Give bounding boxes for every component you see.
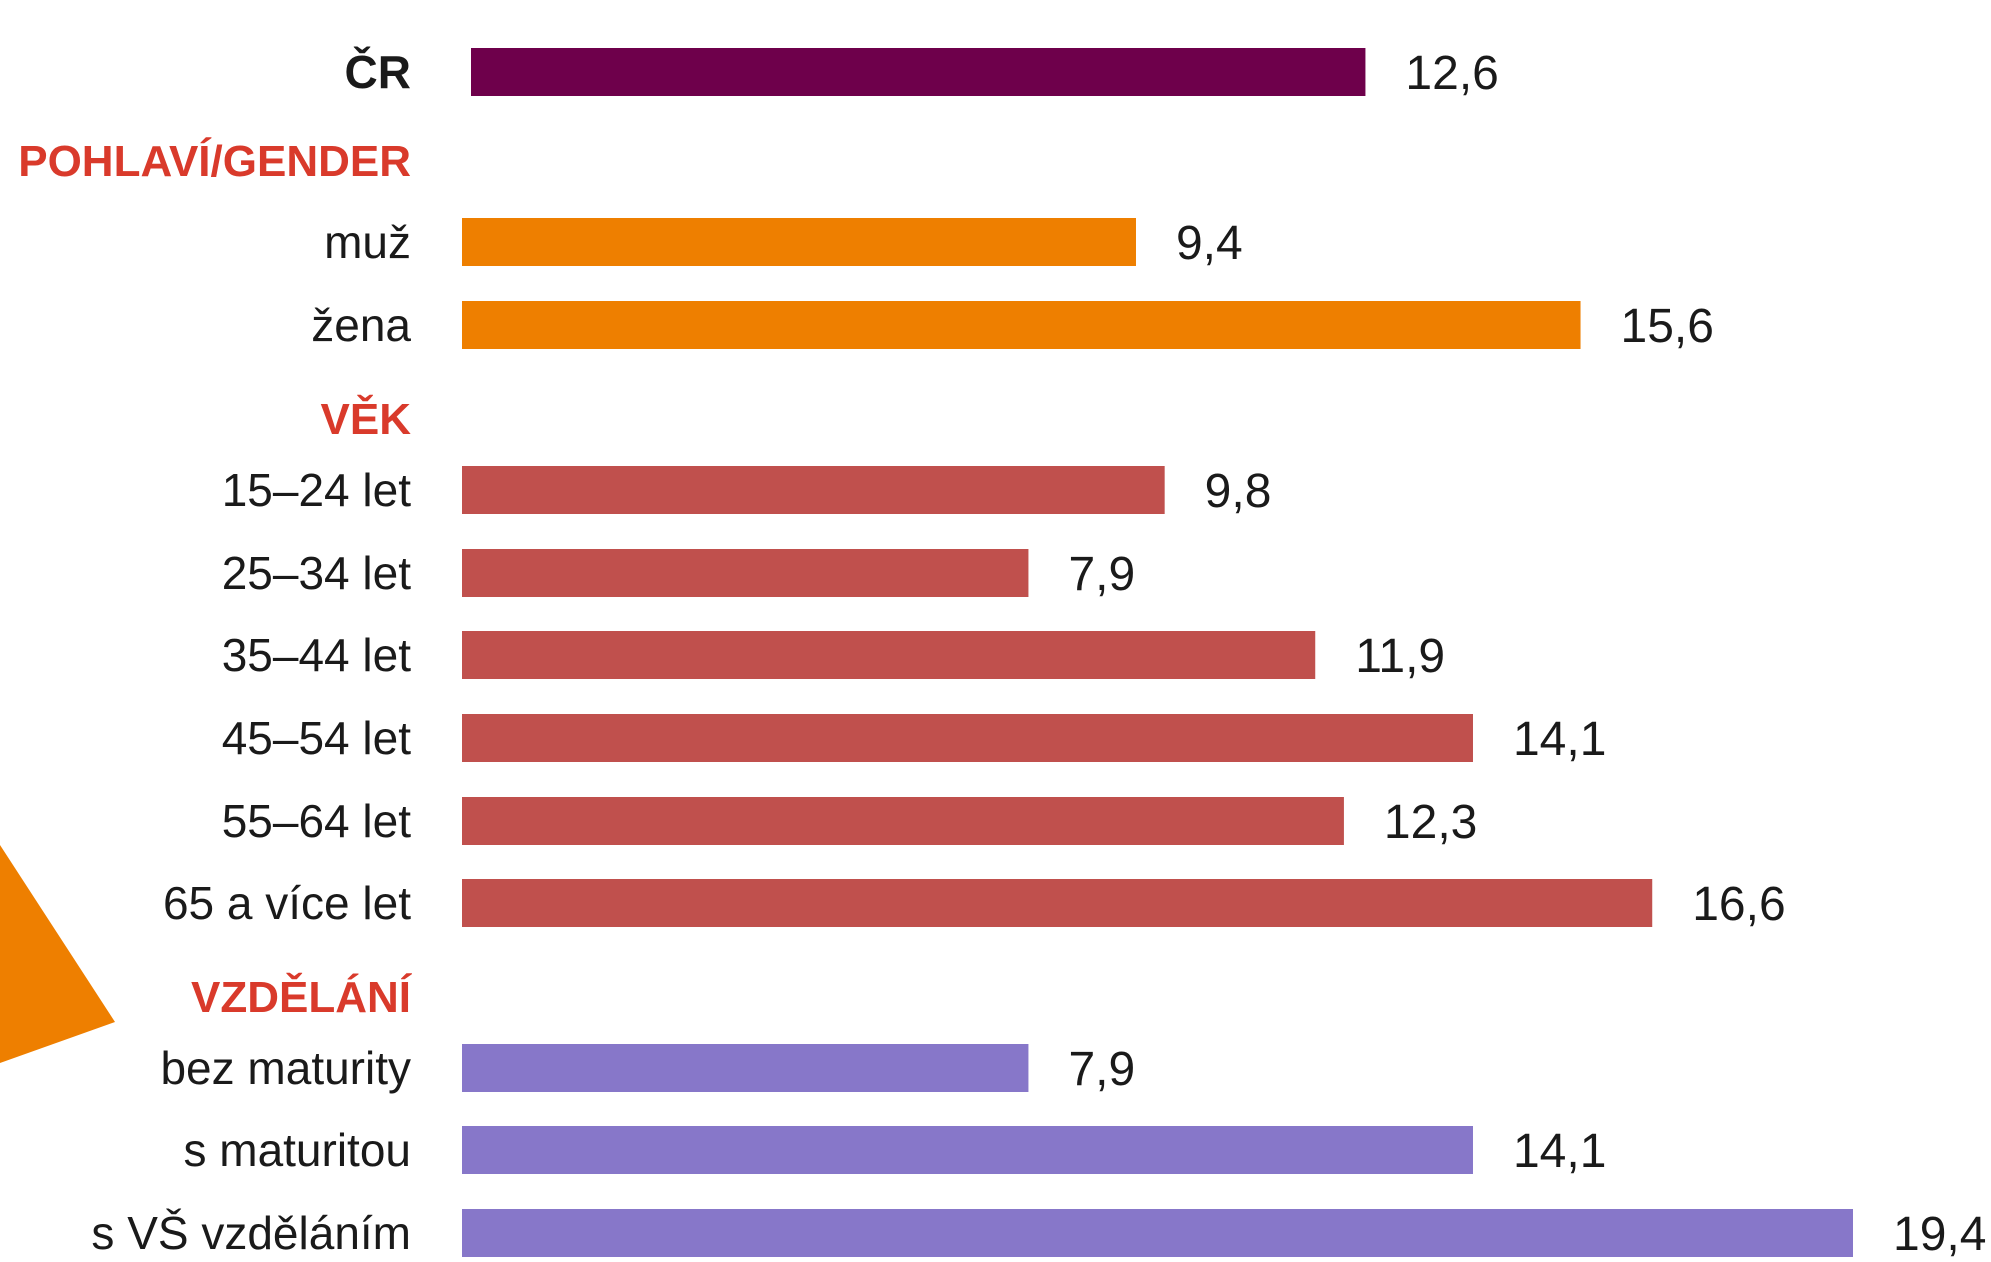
bar-s-maturitou <box>462 1126 1473 1174</box>
bar-s-vs-vzdelanim <box>462 1209 1853 1257</box>
value-label-zena: 15,6 <box>1621 300 1714 353</box>
decorative-triangle <box>0 845 115 1063</box>
bar-bez-maturity <box>462 1044 1028 1092</box>
bar-35-44-let <box>462 631 1315 679</box>
category-label-muz: muž <box>324 216 411 268</box>
category-label-bez-maturity: bez maturity <box>160 1042 411 1094</box>
category-label-45-54-let: 45–54 let <box>222 712 411 764</box>
category-label-cr: ČR <box>345 46 411 98</box>
category-label-s-maturitou: s maturitou <box>183 1124 411 1176</box>
bar-15-24-let <box>462 466 1165 514</box>
bar-65-a-vice-let <box>462 879 1652 927</box>
bar-45-54-let <box>462 714 1473 762</box>
bar-cr <box>471 48 1365 96</box>
category-label-55-64-let: 55–64 let <box>222 795 411 847</box>
value-label-35-44-let: 11,9 <box>1355 630 1445 683</box>
value-label-45-54-let: 14,1 <box>1513 713 1606 766</box>
value-label-cr: 12,6 <box>1405 47 1498 100</box>
bar-zena <box>462 301 1581 349</box>
bar-55-64-let <box>462 797 1344 845</box>
value-label-bez-maturity: 7,9 <box>1068 1043 1135 1096</box>
category-label-zena: žena <box>311 299 411 351</box>
bar-25-34-let <box>462 549 1028 597</box>
value-label-s-vs-vzdelanim: 19,4 <box>1893 1208 1986 1257</box>
section-heading-vzdelani: VZDĚLÁNÍ <box>191 972 413 1022</box>
value-label-s-maturitou: 14,1 <box>1513 1125 1606 1178</box>
value-label-muz: 9,4 <box>1176 217 1243 270</box>
category-label-15-24-let: 15–24 let <box>222 464 411 516</box>
value-label-55-64-let: 12,3 <box>1384 796 1477 849</box>
category-label-65-a-vice-let: 65 a více let <box>163 877 411 929</box>
value-label-25-34-let: 7,9 <box>1068 548 1135 601</box>
bar-muz <box>462 218 1136 266</box>
chart-rows: ČR 12,6 POHLAVÍ/GENDER muž 9,4 žena 15,6 VĚK 15–… <box>18 46 1986 1257</box>
category-label-25-34-let: 25–34 let <box>222 547 411 599</box>
section-heading-vek: VĚK <box>321 394 412 444</box>
section-heading-pohlavi-gender: POHLAVÍ/GENDER <box>18 136 411 186</box>
value-label-65-a-vice-let: 16,6 <box>1692 878 1785 931</box>
value-label-15-24-let: 9,8 <box>1205 465 1272 518</box>
category-label-35-44-let: 35–44 let <box>222 629 411 681</box>
category-label-s-vs-vzdelanim: s VŠ vzděláním <box>91 1207 411 1257</box>
